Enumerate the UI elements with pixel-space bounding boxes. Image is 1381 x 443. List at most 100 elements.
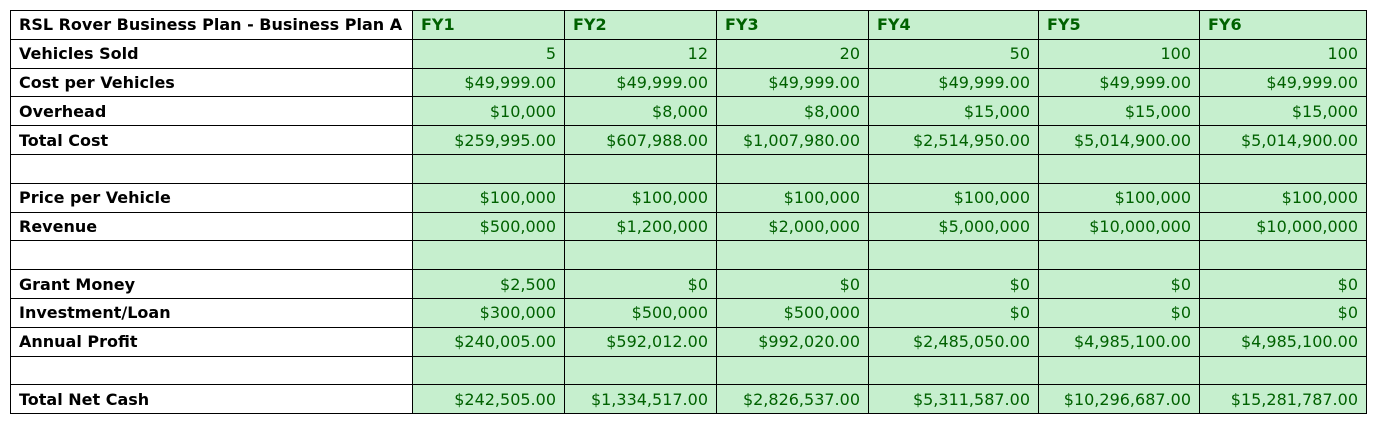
cell-value	[1199, 355, 1367, 386]
cell-value	[1038, 355, 1200, 386]
cell-value: $0	[868, 269, 1039, 299]
cell-value: $242,505.00	[412, 384, 565, 415]
cell-value	[868, 153, 1039, 184]
cell-value	[564, 355, 717, 386]
cell-value: $4,985,100.00	[1199, 326, 1367, 357]
cell-value: 100	[1199, 38, 1367, 69]
row-label: Annual Profit	[10, 326, 413, 357]
row-label	[10, 240, 413, 271]
cell-value: $259,995.00	[412, 125, 565, 155]
row-label: Price per Vehicle	[10, 182, 413, 213]
cell-value: $15,000	[1038, 96, 1200, 127]
cell-value	[1038, 153, 1200, 184]
table-row: Annual Profit $240,005.00 $592,012.00 $9…	[10, 326, 1367, 357]
row-label: Cost per Vehicles	[10, 67, 413, 98]
cell-value	[868, 240, 1039, 271]
cell-value: $0	[1038, 269, 1200, 299]
cell-value: $15,000	[1199, 96, 1367, 127]
cell-value: $5,000,000	[868, 211, 1039, 242]
row-label: Vehicles Sold	[10, 38, 413, 69]
cell-value: $0	[716, 269, 869, 299]
table-title: RSL Rover Business Plan - Business Plan …	[10, 10, 413, 40]
cell-value: $15,281,787.00	[1199, 384, 1367, 415]
cell-value	[412, 355, 565, 386]
cell-value: $49,999.00	[1199, 67, 1367, 98]
cell-value: 12	[564, 38, 717, 69]
cell-value: 50	[868, 38, 1039, 69]
header-row: RSL Rover Business Plan - Business Plan …	[10, 10, 1367, 40]
cell-value: $592,012.00	[564, 326, 717, 357]
cell-value: $2,500	[412, 269, 565, 299]
cell-value: $0	[1199, 269, 1367, 299]
cell-value: $2,826,537.00	[716, 384, 869, 415]
column-header-fy5: FY5	[1038, 10, 1200, 40]
column-header-fy1: FY1	[412, 10, 565, 40]
cell-value: $15,000	[868, 96, 1039, 127]
table-row: Overhead $10,000 $8,000 $8,000 $15,000 $…	[10, 96, 1367, 127]
cell-value: $5,014,900.00	[1199, 125, 1367, 155]
cell-value: $1,007,980.00	[716, 125, 869, 155]
cell-value: $100,000	[412, 182, 565, 213]
cell-value: 5	[412, 38, 565, 69]
row-label: Total Cost	[10, 125, 413, 155]
cell-value: $49,999.00	[716, 67, 869, 98]
cell-value	[716, 355, 869, 386]
cell-value: $8,000	[564, 96, 717, 127]
cell-value: $49,999.00	[868, 67, 1039, 98]
cell-value: 100	[1038, 38, 1200, 69]
column-header-fy2: FY2	[564, 10, 717, 40]
cell-value: $0	[1038, 297, 1200, 328]
cell-value: $10,000,000	[1199, 211, 1367, 242]
cell-value: $2,514,950.00	[868, 125, 1039, 155]
cell-value: $100,000	[1199, 182, 1367, 213]
row-label	[10, 153, 413, 184]
cell-value: $10,000	[412, 96, 565, 127]
cell-value: $0	[564, 269, 717, 299]
cell-value: $0	[868, 297, 1039, 328]
cell-value: $2,485,050.00	[868, 326, 1039, 357]
cell-value: $49,999.00	[1038, 67, 1200, 98]
row-label: Grant Money	[10, 269, 413, 299]
cell-value: $100,000	[716, 182, 869, 213]
cell-value: $300,000	[412, 297, 565, 328]
cell-value: $240,005.00	[412, 326, 565, 357]
cell-value: $8,000	[716, 96, 869, 127]
row-label: Overhead	[10, 96, 413, 127]
cell-value	[564, 153, 717, 184]
cell-value	[1199, 240, 1367, 271]
table-row: Revenue $500,000 $1,200,000 $2,000,000 $…	[10, 211, 1367, 242]
cell-value: $1,334,517.00	[564, 384, 717, 415]
business-plan-table: RSL Rover Business Plan - Business Plan …	[10, 10, 1367, 415]
cell-value: $100,000	[564, 182, 717, 213]
cell-value	[1038, 240, 1200, 271]
cell-value: $100,000	[1038, 182, 1200, 213]
cell-value	[716, 240, 869, 271]
column-header-fy4: FY4	[868, 10, 1039, 40]
blank-row	[10, 240, 1367, 271]
table-row: Vehicles Sold 5 12 20 50 100 100	[10, 38, 1367, 69]
row-label: Revenue	[10, 211, 413, 242]
row-label: Total Net Cash	[10, 384, 413, 415]
cell-value: $10,000,000	[1038, 211, 1200, 242]
column-header-fy6: FY6	[1199, 10, 1367, 40]
cell-value	[412, 240, 565, 271]
table-row: Grant Money $2,500 $0 $0 $0 $0 $0	[10, 269, 1367, 299]
row-label	[10, 355, 413, 386]
cell-value: $49,999.00	[412, 67, 565, 98]
blank-row	[10, 153, 1367, 184]
cell-value	[1199, 153, 1367, 184]
blank-row	[10, 355, 1367, 386]
cell-value: $500,000	[412, 211, 565, 242]
cell-value: $500,000	[716, 297, 869, 328]
cell-value: $607,988.00	[564, 125, 717, 155]
table-row: Investment/Loan $300,000 $500,000 $500,0…	[10, 297, 1367, 328]
cell-value	[564, 240, 717, 271]
cell-value: $992,020.00	[716, 326, 869, 357]
table-row: Cost per Vehicles $49,999.00 $49,999.00 …	[10, 67, 1367, 98]
cell-value: $10,296,687.00	[1038, 384, 1200, 415]
cell-value	[868, 355, 1039, 386]
cell-value: $100,000	[868, 182, 1039, 213]
row-label: Investment/Loan	[10, 297, 413, 328]
cell-value	[412, 153, 565, 184]
cell-value: $49,999.00	[564, 67, 717, 98]
